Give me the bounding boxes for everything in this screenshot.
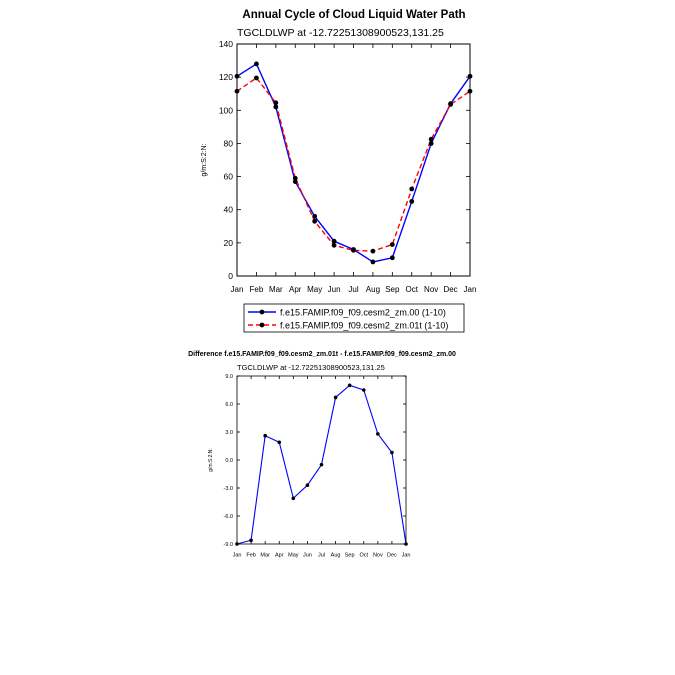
x-tick-label: Jun bbox=[303, 553, 312, 559]
data-point bbox=[428, 136, 434, 142]
y-tick-label: 120 bbox=[219, 72, 233, 82]
x-tick-label: Aug bbox=[331, 553, 341, 559]
y-tick-label: 100 bbox=[219, 105, 233, 115]
y-tick-label: -3.0 bbox=[224, 486, 233, 492]
y-tick-label: 60 bbox=[224, 172, 234, 182]
x-tick-label: Dec bbox=[387, 553, 397, 559]
data-point bbox=[292, 175, 298, 181]
chart-title: Annual Cycle of Cloud Liquid Water Path bbox=[242, 9, 465, 21]
data-point bbox=[409, 186, 415, 192]
y-axis-label: g/m:S:2:N: bbox=[201, 143, 208, 176]
y-tick-label: 3.0 bbox=[225, 430, 233, 436]
x-tick-label: May bbox=[288, 553, 299, 559]
x-tick-label: Jan bbox=[233, 553, 242, 559]
x-tick-label: Feb bbox=[250, 285, 264, 294]
x-tick-label: Jun bbox=[328, 285, 341, 294]
series-line-2 bbox=[236, 77, 471, 252]
y-tick-label: 0 bbox=[228, 271, 233, 281]
annual-cycle-panel: Annual Cycle of Cloud Liquid Water Path … bbox=[201, 9, 477, 333]
axis-ticks: Jan Feb Mar Apr May Jun Jul Aug Sep Oct Nov Dec Jan-… bbox=[224, 374, 411, 559]
data-point bbox=[370, 248, 376, 254]
x-tick-label: Dec bbox=[443, 285, 457, 294]
x-tick-label: Sep bbox=[385, 285, 400, 294]
y-tick-label: -6.0 bbox=[224, 514, 233, 520]
legend-label-series-2: f.e15.FAMIP.f09_f09.cesm2_zm.01t (1-10) bbox=[280, 321, 448, 331]
x-tick-label: Sep bbox=[345, 553, 355, 559]
x-tick-label: Jan bbox=[464, 285, 477, 294]
y-tick-label: 40 bbox=[224, 205, 234, 215]
legend-label-series-1: f.e15.FAMIP.f09_f09.cesm2_zm.00 (1-10) bbox=[280, 308, 446, 318]
y-tick-label: 80 bbox=[224, 138, 234, 148]
data-point bbox=[331, 238, 337, 244]
data-point bbox=[331, 242, 337, 248]
series-line-1 bbox=[236, 63, 471, 263]
data-point bbox=[273, 104, 279, 110]
chart-title: Difference f.e15.FAMIP.f09_f09.cesm2_zm.… bbox=[188, 351, 456, 358]
x-tick-label: Jan bbox=[231, 285, 244, 294]
x-tick-label: Apr bbox=[275, 553, 284, 559]
data-point bbox=[312, 218, 318, 224]
y-tick-label: 0.0 bbox=[225, 458, 233, 464]
data-point bbox=[273, 100, 279, 106]
y-tick-label: 9.0 bbox=[225, 374, 233, 380]
x-tick-label: May bbox=[307, 285, 322, 294]
x-tick-label: Feb bbox=[246, 553, 255, 559]
data-point bbox=[291, 496, 296, 501]
legend: f.e15.FAMIP.f09_f09.cesm2_zm.00 (1-10) f… bbox=[243, 303, 465, 333]
plot-series bbox=[235, 383, 408, 546]
x-tick-label: Jan bbox=[402, 553, 411, 559]
x-tick-label: Oct bbox=[406, 285, 419, 294]
x-tick-label: Aug bbox=[366, 285, 380, 294]
data-point bbox=[409, 199, 415, 204]
x-tick-label: Nov bbox=[373, 553, 383, 559]
data-point bbox=[390, 450, 394, 455]
axis-ticks: Jan Feb Mar Apr May Jun Jul Aug Sep Oct Nov Dec Jan 0… bbox=[219, 39, 477, 294]
x-tick-label: Jul bbox=[348, 285, 358, 294]
plot-frame bbox=[236, 43, 471, 277]
chart-subtitle: TGCLDLWP at -12.72251308900523,131.25 bbox=[237, 363, 385, 372]
data-point bbox=[292, 179, 298, 184]
x-tick-label: Jul bbox=[318, 553, 325, 559]
difference-panel: Difference f.e15.FAMIP.f09_f09.cesm2_zm.… bbox=[188, 351, 456, 559]
chart-subtitle: TGCLDLWP at -12.72251308900523,131.25 bbox=[237, 27, 444, 39]
x-tick-label: Oct bbox=[359, 553, 368, 559]
x-tick-label: Nov bbox=[424, 285, 438, 294]
data-point bbox=[249, 538, 253, 543]
legend-box bbox=[243, 303, 465, 333]
y-axis-label: g/m:S:2:N: bbox=[208, 448, 214, 472]
data-point bbox=[448, 102, 453, 107]
data-point bbox=[305, 483, 310, 488]
data-point bbox=[376, 432, 380, 436]
y-tick-label: 20 bbox=[224, 238, 234, 248]
data-point bbox=[370, 259, 376, 265]
x-tick-label: Mar bbox=[269, 285, 283, 294]
y-tick-label: -9.0 bbox=[224, 542, 233, 548]
x-tick-label: Apr bbox=[289, 285, 302, 294]
data-point bbox=[254, 75, 259, 81]
data-point bbox=[389, 242, 395, 247]
legend-marker bbox=[259, 309, 265, 315]
x-tick-label: Mar bbox=[260, 553, 270, 559]
data-point bbox=[351, 247, 356, 253]
data-point bbox=[428, 141, 434, 146]
data-point bbox=[389, 255, 395, 261]
y-tick-label: 140 bbox=[219, 39, 233, 49]
plot-series bbox=[234, 61, 473, 265]
y-tick-label: 6.0 bbox=[225, 402, 233, 408]
data-point bbox=[263, 433, 267, 438]
legend-marker bbox=[259, 322, 265, 328]
data-point bbox=[254, 61, 259, 67]
data-point bbox=[333, 395, 338, 400]
plot-frame bbox=[236, 375, 407, 545]
data-point bbox=[319, 462, 324, 467]
data-point bbox=[312, 213, 318, 219]
data-point bbox=[277, 440, 282, 445]
data-point bbox=[347, 383, 352, 388]
data-point bbox=[361, 388, 366, 392]
